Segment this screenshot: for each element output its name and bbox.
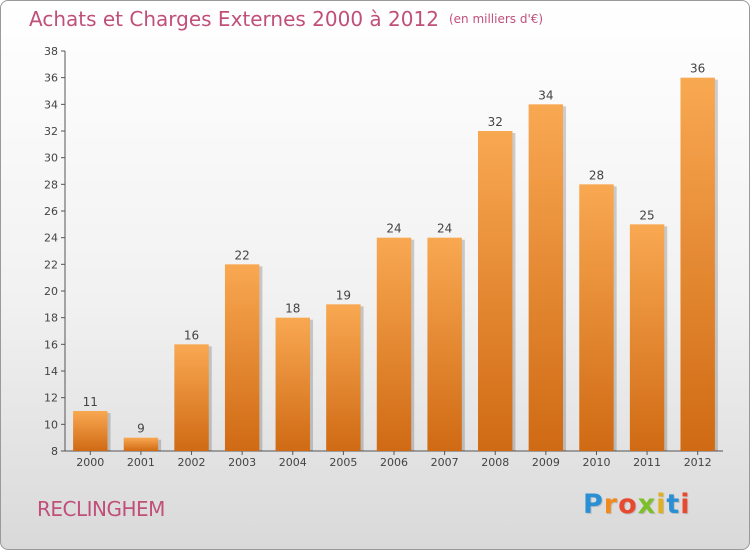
x-tick-label: 2005 xyxy=(329,456,357,469)
bar-value-label: 24 xyxy=(386,222,401,236)
x-tick-label: 2001 xyxy=(127,456,155,469)
chart-title: Achats et Charges Externes 2000 à 2012 (e… xyxy=(29,7,543,31)
chart-data-labels: 11 9 16 22 18 19 24 24 32 34 28 25 36 xyxy=(83,62,706,436)
bar-2000 xyxy=(73,411,108,451)
bar-value-label: 34 xyxy=(538,88,553,102)
y-tick-label: 26 xyxy=(44,205,58,218)
x-tick-label: 2004 xyxy=(279,456,307,469)
y-tick-label: 30 xyxy=(44,152,58,165)
logo-letter: t xyxy=(666,489,681,520)
bar-value-label: 18 xyxy=(285,302,300,316)
bar-value-label: 36 xyxy=(690,62,705,76)
x-tick-label: 2003 xyxy=(228,456,256,469)
y-tick-label: 20 xyxy=(44,285,58,298)
x-tick-label: 2002 xyxy=(178,456,206,469)
bar-2002 xyxy=(174,344,209,451)
x-tick-label: 2009 xyxy=(532,456,560,469)
bar-value-label: 22 xyxy=(235,248,250,262)
y-tick-label: 36 xyxy=(44,72,58,85)
bar-value-label: 32 xyxy=(488,115,503,129)
proxiti-logo[interactable]: Proxiti xyxy=(583,489,691,520)
bar-2010 xyxy=(579,184,614,452)
bar-2008 xyxy=(478,131,513,451)
x-tick-label: 2000 xyxy=(76,456,104,469)
chart-subtitle: (en milliers d'€) xyxy=(448,12,544,26)
y-tick-label: 10 xyxy=(44,418,58,431)
bar-value-label: 28 xyxy=(589,168,604,182)
bar-2011 xyxy=(629,224,665,451)
y-tick-label: 24 xyxy=(44,232,58,245)
bar-value-label: 24 xyxy=(437,222,452,236)
y-tick-label: 14 xyxy=(44,365,58,378)
y-tick-label: 18 xyxy=(44,312,58,325)
bar-2012 xyxy=(680,77,715,452)
bar-2004 xyxy=(275,317,310,451)
y-tick-label: 28 xyxy=(44,178,58,191)
logo-letter: x xyxy=(637,489,657,520)
bar-value-label: 19 xyxy=(336,288,351,302)
bar-2005 xyxy=(326,304,361,451)
x-tick-label: 2010 xyxy=(582,456,610,469)
x-tick-label: 2008 xyxy=(481,456,509,469)
y-tick-label: 22 xyxy=(44,258,58,271)
bar-value-label: 16 xyxy=(184,328,199,342)
bar-value-label: 11 xyxy=(83,395,98,409)
bar-value-label: 9 xyxy=(137,422,145,436)
logo-letter: P xyxy=(583,489,604,520)
logo-letter: i xyxy=(656,489,667,520)
y-tick-label: 38 xyxy=(44,45,58,58)
x-tick-label: 2007 xyxy=(431,456,459,469)
logo-letter: i xyxy=(680,489,691,520)
y-tick-label: 16 xyxy=(44,338,58,351)
chart-title-text: Achats et Charges Externes 2000 à 2012 xyxy=(29,7,439,31)
x-tick-label: 2012 xyxy=(684,456,712,469)
bar-2007 xyxy=(427,237,462,451)
bar-2003 xyxy=(224,264,260,451)
bar-value-label: 25 xyxy=(639,208,654,222)
logo-letter: o xyxy=(618,489,638,520)
y-tick-label: 34 xyxy=(44,98,58,111)
y-tick-label: 8 xyxy=(51,445,58,458)
logo-letter: r xyxy=(603,489,619,520)
chart-axes: 8 10 12 14 16 18 20 22 24 26 28 30 32 34 36 38 2000 2001 2… xyxy=(44,45,723,469)
y-tick-label: 32 xyxy=(44,125,58,138)
y-tick-label: 12 xyxy=(44,392,58,405)
bar-2001 xyxy=(123,437,159,451)
x-tick-label: 2011 xyxy=(633,456,661,469)
bar-2009 xyxy=(528,104,564,451)
chart-bars xyxy=(73,77,718,452)
place-name: RECLINGHEM xyxy=(37,497,165,521)
x-tick-label: 2006 xyxy=(380,456,408,469)
bar-2006 xyxy=(376,237,412,451)
